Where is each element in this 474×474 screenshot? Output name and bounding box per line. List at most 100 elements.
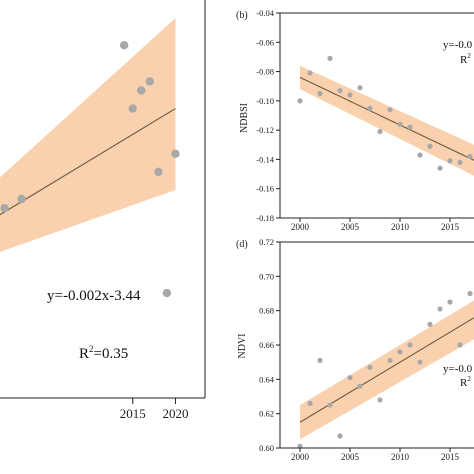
panel-b-data-point xyxy=(327,55,333,61)
panel-d-data-point xyxy=(297,443,303,448)
panel-b-r2: R2 xyxy=(460,52,471,66)
panel-b-data-point xyxy=(467,153,473,160)
panel-d-fit-line xyxy=(299,317,474,423)
panel-b-x-tick-label: 2015 xyxy=(441,222,460,232)
panel-d-data-point xyxy=(417,359,423,365)
panel-d-data-point xyxy=(437,306,443,312)
panel-d-data-point xyxy=(357,383,363,389)
panel-b-confidence-band xyxy=(300,65,474,176)
panel-d-y-tick-label: 0.60 xyxy=(259,443,274,453)
panel-d-plot-area: 0.72 0.70 0.68 0.66 0.64 0.62 0.60 2000 2005 2010… xyxy=(259,237,474,462)
left-panel-plot-area: 2015 2020 xyxy=(0,18,188,421)
panel-d-clipped-layer xyxy=(297,290,474,448)
panel-d-ylabel: NDVI xyxy=(237,334,248,359)
panel-d-data-point xyxy=(317,357,323,364)
panel-d-data-point xyxy=(367,364,373,370)
panel-b-data-point xyxy=(367,105,373,111)
left-panel-data-point xyxy=(137,86,146,95)
panel-b-r2-sup: 2 xyxy=(467,52,471,60)
panel-b-ylabel: NDBSI xyxy=(239,103,250,133)
panel-b: (b) NDBSI -0.04 -0.06 -0.08 -0.10 -0.12 -0.14… xyxy=(236,8,474,232)
panel-b-data-point xyxy=(377,129,383,135)
panel-b-data-point xyxy=(297,98,303,104)
panel-b-y-tick-label: -0.14 xyxy=(256,154,274,164)
left-panel-data-point xyxy=(119,41,129,50)
left-panel-equation: y=-0.002x-3.44 xyxy=(47,288,141,304)
left-panel-data-point xyxy=(0,203,9,213)
panel-b-y-tick-label: -0.12 xyxy=(256,125,274,135)
panel-d-x-tick-label: 2000 xyxy=(291,452,310,462)
panel-d-y-tick-label: 0.66 xyxy=(259,340,274,350)
panel-b-data-point xyxy=(317,90,323,97)
panel-b-equation: y=-0.0 xyxy=(443,39,473,51)
panel-b-data-point xyxy=(407,124,413,130)
panel-d-equation: y=-0.0 xyxy=(443,363,473,375)
left-panel-data-point xyxy=(154,167,163,177)
left-panel-confidence-band xyxy=(0,18,176,252)
panel-d-data-point xyxy=(447,299,453,305)
panel-b-clipped-layer xyxy=(297,55,474,176)
panel-d-data-point xyxy=(327,402,333,408)
panel-b-data-point xyxy=(457,159,463,165)
panel-d-y-tick-label: 0.72 xyxy=(259,237,274,247)
panel-d-y-tick-label: 0.62 xyxy=(259,409,274,419)
panel-b-y-tick-label: -0.08 xyxy=(256,67,274,77)
left-panel: 2015 2020 y=-0.002x-3.44 R2=0.35 xyxy=(0,0,206,421)
panel-d-data-point xyxy=(307,400,313,406)
left-panel-clipped-layer xyxy=(0,18,180,298)
panel-d-data-point xyxy=(347,375,353,381)
left-panel-fit-line xyxy=(0,108,176,216)
panel-b-data-point xyxy=(397,121,403,127)
panel-d: (d) NDVI 0.72 0.70 0.68 0.66 0.64 0.62 0.60 200… xyxy=(236,237,474,462)
left-panel-data-point xyxy=(145,77,155,86)
panel-d-data-point xyxy=(427,321,433,327)
panel-b-data-point xyxy=(417,152,423,158)
panel-b-data-point xyxy=(437,165,443,171)
panel-d-data-point xyxy=(377,397,383,403)
left-panel-r2-value: =0.35 xyxy=(94,346,129,362)
panel-b-r2-label: R xyxy=(460,54,468,66)
panel-b-data-point xyxy=(387,107,393,113)
panel-d-label: (d) xyxy=(236,239,248,250)
panel-b-data-point xyxy=(357,85,363,91)
panel-b-data-point xyxy=(427,143,433,149)
left-panel-r2-sup: 2 xyxy=(89,344,94,354)
left-panel-x-tick-label: 2015 xyxy=(120,406,146,421)
panel-b-x-tick-label: 2005 xyxy=(341,222,360,232)
panel-d-r2-sup: 2 xyxy=(467,375,471,383)
panel-d-y-tick-label: 0.68 xyxy=(259,306,274,316)
panel-b-y-tick-label: -0.16 xyxy=(256,184,274,194)
left-panel-data-point xyxy=(171,149,180,158)
panel-b-data-point xyxy=(347,92,353,98)
left-panel-r2: R2=0.35 xyxy=(79,344,128,362)
panel-d-x-tick-label: 2010 xyxy=(391,452,410,462)
left-panel-data-point xyxy=(128,104,137,113)
panel-b-data-point xyxy=(337,88,343,94)
panel-b-y-tick-label: -0.18 xyxy=(256,213,274,223)
panel-d-data-point xyxy=(397,349,403,355)
panel-d-data-point xyxy=(407,342,413,348)
left-panel-x-tick-label: 2020 xyxy=(162,406,188,421)
panel-b-y-tick-label: -0.10 xyxy=(256,96,274,106)
panel-d-data-point xyxy=(457,342,463,348)
panel-b-x-tick-label: 2010 xyxy=(391,222,410,232)
panel-b-y-tick-label: -0.04 xyxy=(256,8,274,18)
panel-d-data-point xyxy=(467,290,473,297)
panel-b-data-point xyxy=(447,158,453,164)
left-panel-r2-label: R xyxy=(79,346,89,362)
left-panel-data-point xyxy=(17,194,26,204)
panel-d-y-tick-label: 0.64 xyxy=(259,374,275,384)
panel-b-x-tick-label: 2000 xyxy=(291,222,310,232)
panel-d-y-tick-label: 0.70 xyxy=(259,271,274,281)
panel-d-data-point xyxy=(387,357,393,364)
panel-b-plot-area: -0.04 -0.06 -0.08 -0.10 -0.12 -0.14 -0.16 -0.18… xyxy=(256,8,474,232)
panel-d-data-point xyxy=(337,433,343,439)
panel-d-r2-label: R xyxy=(460,377,468,389)
panel-d-x-tick-label: 2015 xyxy=(441,452,460,462)
left-panel-data-point xyxy=(162,288,172,298)
panel-b-data-point xyxy=(307,70,313,76)
panel-d-r2: R2 xyxy=(460,375,471,389)
panel-b-label: (b) xyxy=(236,10,248,21)
panel-b-y-tick-label: -0.06 xyxy=(256,37,274,47)
